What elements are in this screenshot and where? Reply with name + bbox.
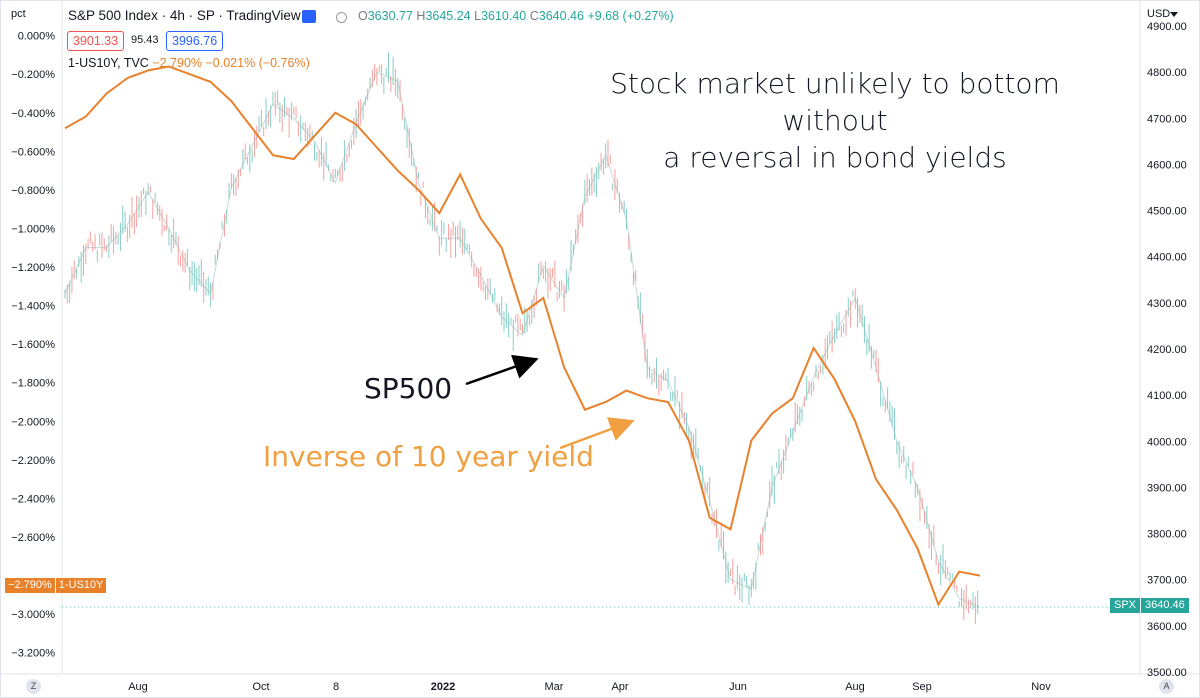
low-value: 3610.40	[481, 9, 527, 23]
left-axis-tick-label: −2.200%	[11, 455, 55, 467]
x-axis-tick-label: Nov	[1031, 681, 1051, 693]
chevron-down-icon[interactable]	[1170, 12, 1178, 17]
left-axis-tick-label: −0.600%	[11, 146, 55, 158]
left-axis-unit: pct	[11, 8, 26, 20]
auto-scale-button[interactable]: A	[1159, 679, 1174, 694]
ask-badge[interactable]: 3996.76	[166, 31, 224, 51]
right-axis-tick-label: 4100.00	[1147, 390, 1187, 402]
x-axis-tick-label: Apr	[611, 681, 628, 693]
left-axis-tick-label: −2.600%	[11, 532, 55, 544]
spread-value: 95.43	[131, 34, 159, 46]
right-axis-tick-label: 4600.00	[1147, 159, 1187, 171]
market-status-icon	[336, 12, 347, 23]
right-axis-tick-label: 3500.00	[1147, 667, 1187, 679]
left-axis-tick-label: −1.400%	[11, 301, 55, 313]
left-axis-tick-label: −1.200%	[11, 262, 55, 274]
sp500-arrow	[465, 354, 539, 386]
left-axis-tick-label: −2.400%	[11, 493, 55, 505]
right-axis-tick-label: 4500.00	[1147, 206, 1187, 218]
x-axis-tick-label: Oct	[252, 681, 269, 693]
right-axis-tick-label: 4700.00	[1147, 113, 1187, 125]
x-axis-tick-label: Aug	[128, 681, 148, 693]
x-axis-tick-label: Mar	[545, 681, 564, 693]
right-axis-tick-label: 4800.00	[1147, 67, 1187, 79]
yield-price-tag: −2.790% 1-US10Y	[5, 578, 107, 593]
left-axis-tick-label: −3.200%	[11, 648, 55, 660]
right-axis-tick-label: 4200.00	[1147, 344, 1187, 356]
indicator-legend[interactable]: 1-US10Y, TVC −2.790% −0.021% (−0.76%)	[68, 56, 310, 70]
right-axis-tick-label: 3700.00	[1147, 575, 1187, 587]
right-axis-tick-label: 4900.00	[1147, 21, 1187, 33]
ohlc-values: O3630.77 H3645.24 L3610.40 C3640.46 +9.6…	[358, 9, 674, 23]
spx-price-tag: SPX 3640.46	[1110, 598, 1189, 613]
spx-series-line	[64, 71, 981, 608]
indicator-name: 1-US10Y, TVC	[68, 56, 149, 70]
x-axis-tick-label: Sep	[912, 681, 932, 693]
left-axis-tick-label: −1.000%	[11, 223, 55, 235]
close-value: 3640.46	[538, 9, 584, 23]
indicator-values: −2.790% −0.021% (−0.76%)	[152, 56, 310, 70]
right-axis-tick-label: 4400.00	[1147, 252, 1187, 264]
yield-series-line	[64, 65, 981, 607]
currency-selector[interactable]: USD	[1147, 8, 1171, 20]
left-axis-tick-label: −0.200%	[11, 69, 55, 81]
left-axis-tick-label: −0.800%	[11, 185, 55, 197]
x-axis-tick-label: Aug	[845, 681, 865, 693]
left-axis-tick-label: −0.400%	[11, 108, 55, 120]
main-annotation: Stock market unlikely to bottom without …	[610, 67, 1060, 174]
change-value: +9.68 (+0.27%)	[587, 9, 674, 23]
flag-icon[interactable]	[302, 10, 316, 23]
right-axis-tick-label: 3600.00	[1147, 621, 1187, 633]
sp500-annotation: SP500	[364, 372, 453, 405]
left-axis-tick-label: −1.800%	[11, 378, 55, 390]
right-axis-tick-label: 3800.00	[1147, 529, 1187, 541]
left-axis-tick-label: −1.600%	[11, 339, 55, 351]
inverse-yield-arrow	[559, 417, 635, 450]
left-axis-tick-label: 0.000%	[18, 31, 56, 43]
symbol-title[interactable]: S&P 500 Index · 4h · SP · TradingView	[68, 8, 301, 23]
open-value: 3630.77	[367, 9, 413, 23]
bid-badge[interactable]: 3901.33	[67, 31, 125, 51]
left-axis-tick-label: −3.000%	[11, 609, 55, 621]
x-axis-tick-label: 8	[333, 681, 339, 693]
x-axis-tick-label: 2022	[431, 681, 455, 693]
high-value: 3645.24	[425, 9, 471, 23]
inverse-yield-annotation: Inverse of 10 year yield	[263, 440, 594, 473]
right-axis-tick-label: 3900.00	[1147, 482, 1187, 494]
right-axis-tick-label: 4000.00	[1147, 436, 1187, 448]
right-axis-tick-label: 4300.00	[1147, 298, 1187, 310]
left-axis-tick-label: −2.000%	[11, 416, 55, 428]
timezone-button[interactable]: Z	[26, 679, 41, 694]
x-axis-tick-label: Jun	[729, 681, 747, 693]
